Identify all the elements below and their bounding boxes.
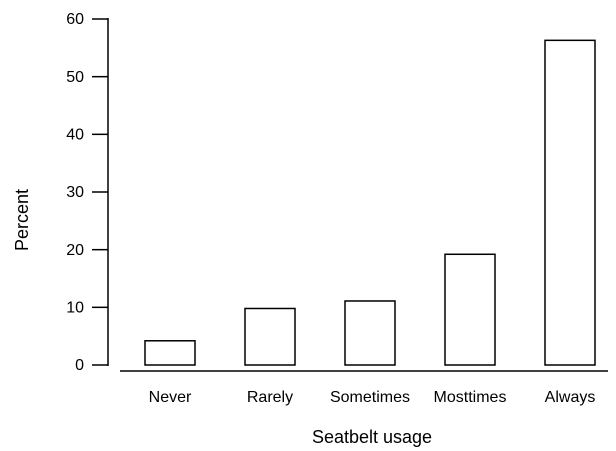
y-tick-label: 20 xyxy=(66,242,84,259)
x-tick-label: Sometimes xyxy=(330,389,410,406)
bar-mosttimes xyxy=(444,253,496,366)
y-tick-label: 50 xyxy=(66,69,84,86)
y-axis-title: Percent xyxy=(12,189,32,251)
y-tick-label: 40 xyxy=(66,127,84,144)
x-tick-label: Rarely xyxy=(247,389,293,406)
y-ticks: 0 10 20 30 40 50 60 xyxy=(66,11,108,374)
y-tick-label: 30 xyxy=(66,184,84,201)
y-tick-label: 10 xyxy=(66,300,84,317)
bar-rarely xyxy=(244,307,296,366)
x-tick-label: Mosttimes xyxy=(434,389,507,406)
category-labels: Never Rarely Sometimes Mosttimes Always xyxy=(149,389,596,406)
bar-always xyxy=(544,39,596,366)
x-axis-title: Seatbelt usage xyxy=(312,427,432,447)
y-tick-label: 0 xyxy=(75,357,84,374)
bar-sometimes xyxy=(344,300,396,366)
bar-never xyxy=(144,340,196,366)
bars xyxy=(144,39,596,366)
x-tick-label: Always xyxy=(545,389,596,406)
y-tick-label: 60 xyxy=(66,11,84,28)
x-tick-label: Never xyxy=(149,389,192,406)
